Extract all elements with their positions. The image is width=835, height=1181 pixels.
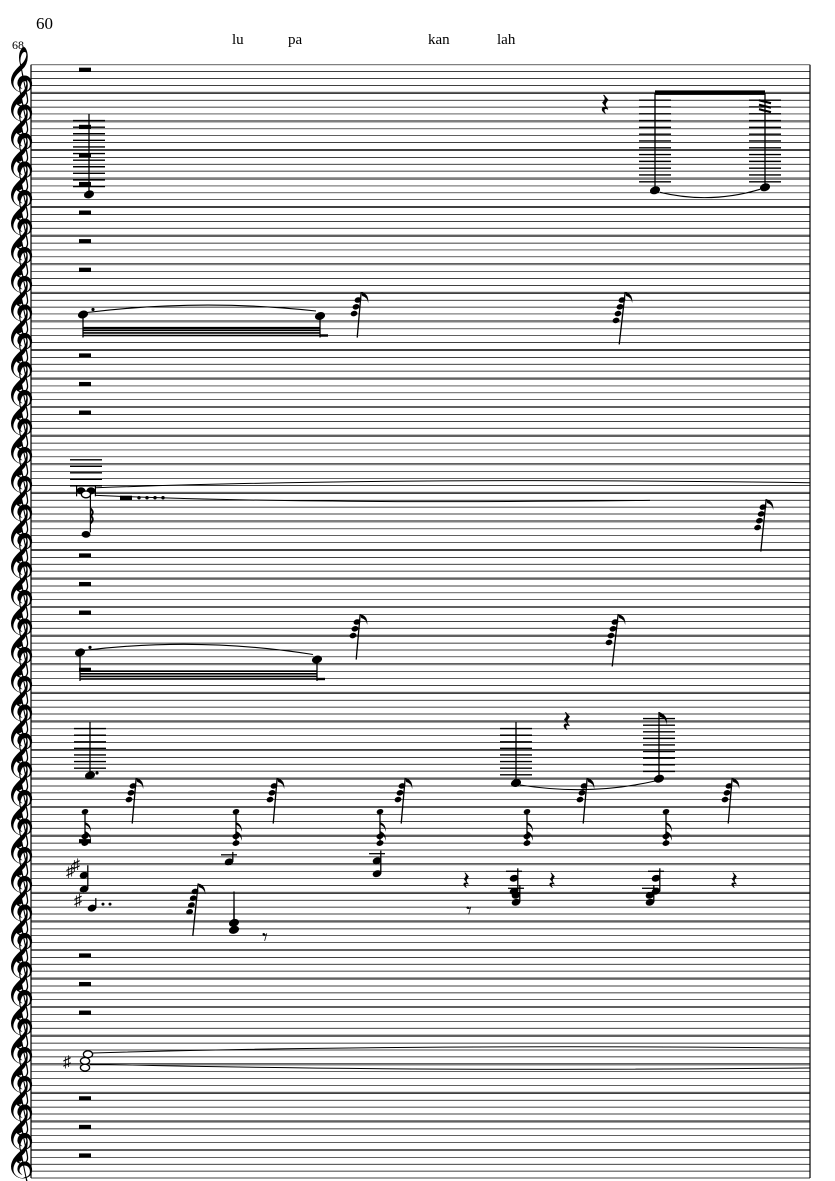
- svg-text:𝄽: 𝄽: [600, 87, 610, 123]
- svg-text:♯: ♯: [74, 892, 82, 909]
- svg-text:𝄽: 𝄽: [548, 866, 556, 895]
- svg-text:𝄾: 𝄾: [466, 898, 472, 923]
- svg-text:♯: ♯: [72, 857, 80, 874]
- svg-text:𝄞: 𝄞: [5, 1133, 35, 1181]
- svg-text:𝄽: 𝄽: [562, 706, 571, 739]
- svg-text:𝄽: 𝄽: [730, 866, 738, 895]
- svg-text:♯: ♯: [63, 1054, 71, 1071]
- svg-text:𝄾: 𝄾: [262, 925, 268, 950]
- svg-text:𝄽: 𝄽: [462, 866, 470, 895]
